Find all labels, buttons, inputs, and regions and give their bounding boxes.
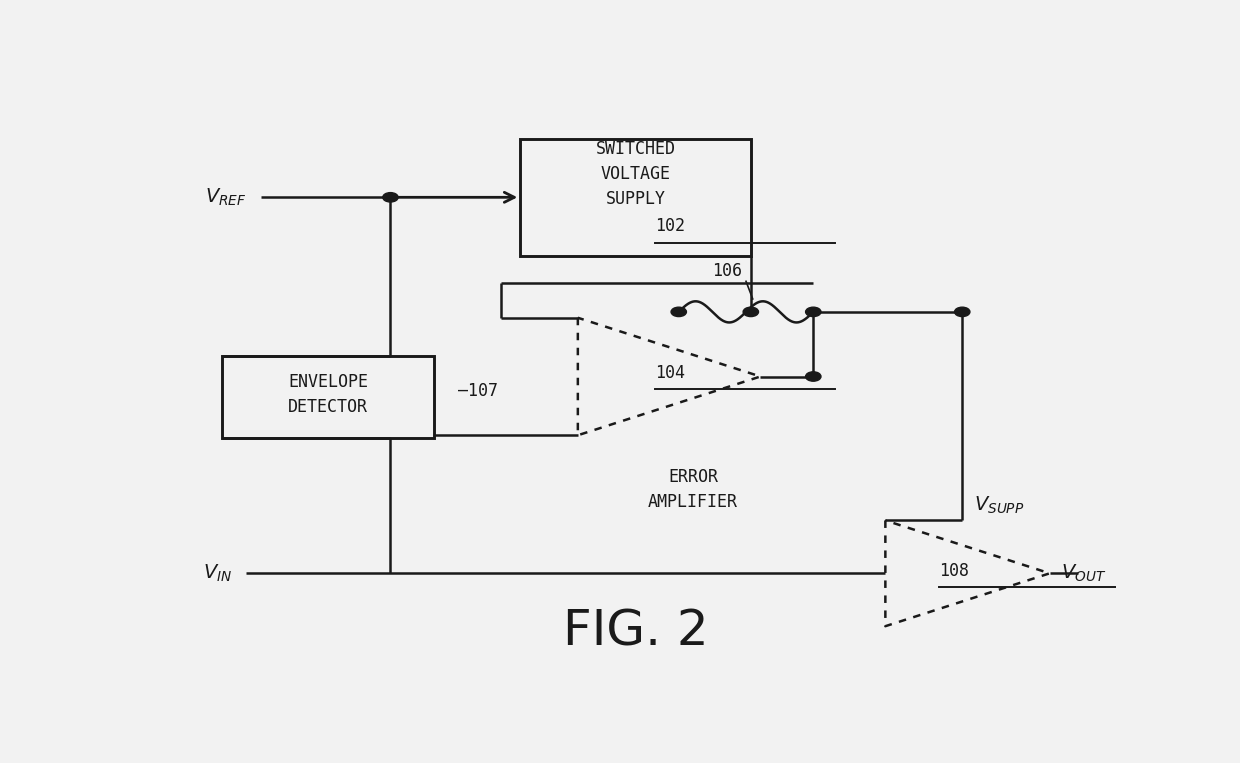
Text: $V_{IN}$: $V_{IN}$ [202, 562, 232, 584]
Circle shape [743, 307, 759, 317]
Text: $V_{REF}$: $V_{REF}$ [205, 187, 247, 208]
Text: 102: 102 [655, 217, 684, 236]
Bar [521, 139, 751, 256]
Text: FIG. 2: FIG. 2 [563, 607, 708, 655]
Text: SWITCHED
VOLTAGE
SUPPLY: SWITCHED VOLTAGE SUPPLY [595, 140, 676, 208]
Circle shape [955, 307, 970, 317]
Text: 106: 106 [712, 262, 742, 279]
Text: $V_{OUT}$: $V_{OUT}$ [1061, 562, 1106, 584]
Text: —107: —107 [458, 382, 497, 400]
Text: 104: 104 [655, 365, 684, 382]
Bar [222, 356, 434, 438]
Text: ENVELOPE
DETECTOR: ENVELOPE DETECTOR [288, 372, 368, 416]
Circle shape [671, 307, 687, 317]
Text: $V_{SUPP}$: $V_{SUPP}$ [973, 494, 1024, 516]
Text: 108: 108 [939, 562, 970, 581]
Circle shape [383, 192, 398, 202]
Text: ERROR
AMPLIFIER: ERROR AMPLIFIER [649, 468, 738, 510]
Circle shape [806, 372, 821, 382]
Circle shape [806, 307, 821, 317]
